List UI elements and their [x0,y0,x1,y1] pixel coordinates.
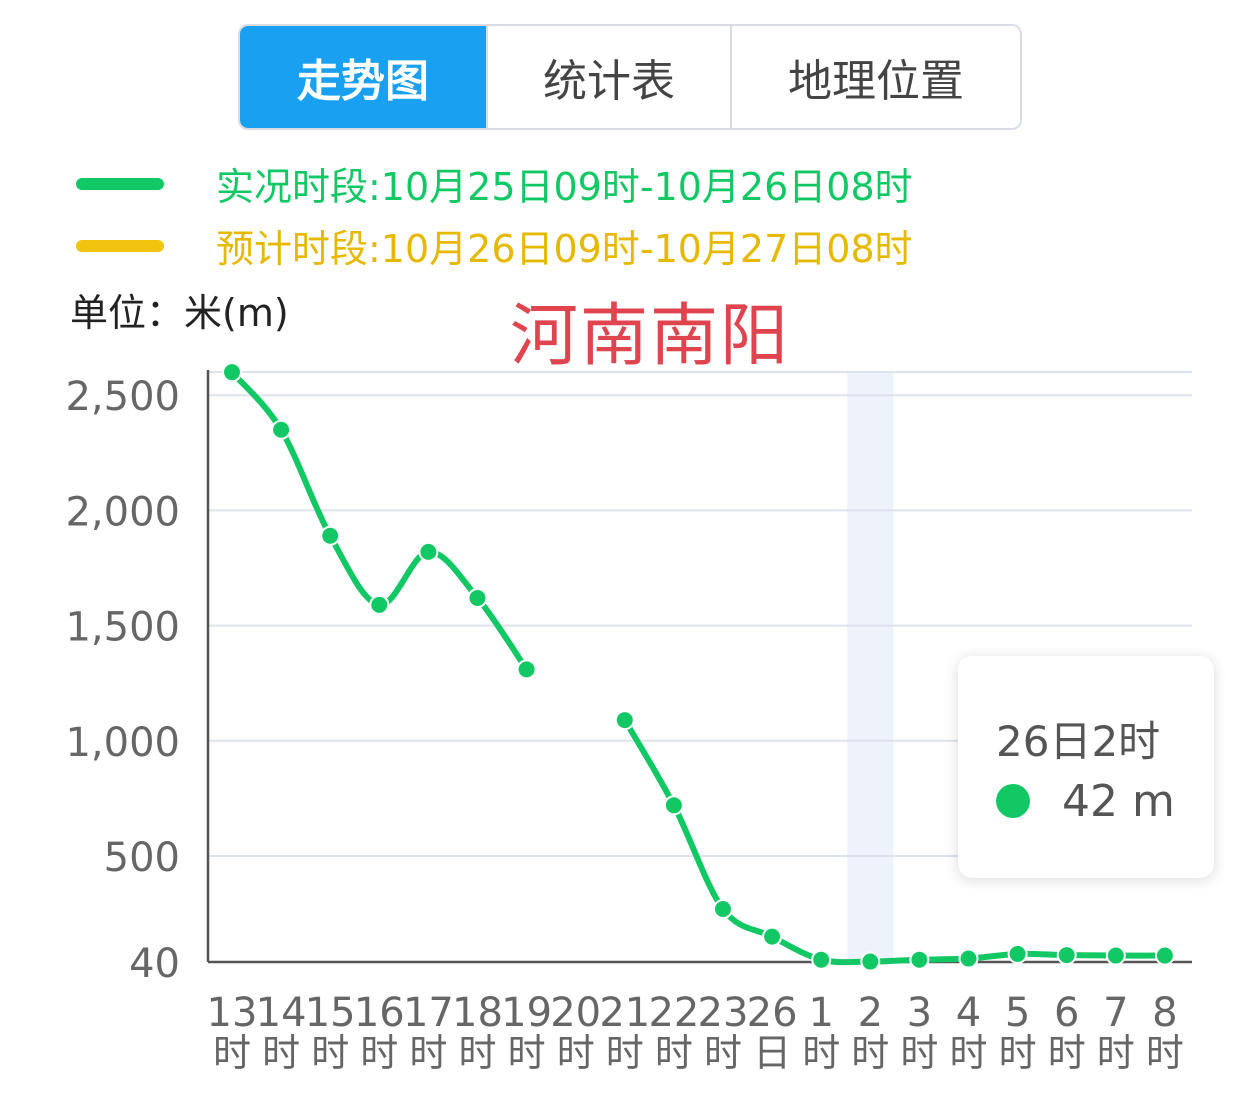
x-tick-label-unit: 时 [557,1031,595,1075]
tab-trend-chart[interactable]: 走势图 [240,26,486,128]
x-tick-label-unit: 时 [949,1031,987,1075]
x-tick-label-unit: 时 [802,1031,840,1075]
x-tick-label-unit: 时 [458,1031,496,1075]
x-tick-label: 8 [1152,990,1177,1036]
data-point [762,926,783,947]
x-tick-label: 4 [956,990,981,1036]
data-point [467,587,488,608]
x-tick-label: 26 [747,990,798,1036]
x-tick-label: 2 [858,990,883,1036]
y-tick-label: 2,500 [65,374,180,420]
x-tick-label: 20 [550,990,601,1036]
legend-observed-label: 实况时段:10月25日09时-10月26日08时 [216,165,913,209]
data-point [811,949,832,970]
x-tick-label: 7 [1103,990,1128,1036]
data-point [614,710,635,731]
data-point [320,525,341,546]
x-tick-label: 21 [599,990,650,1036]
data-point [860,951,881,972]
data-point [271,419,292,440]
data-point [369,594,390,615]
x-tick-label: 16 [354,990,405,1036]
data-point [418,541,439,562]
x-tick-label: 6 [1054,990,1079,1036]
observed-swatch [76,177,164,190]
legend-forecast-label: 预计时段:10月26日09时-10月27日08时 [216,227,913,271]
data-point [1154,945,1175,966]
x-tick-label: 14 [256,990,307,1036]
x-tick-label-unit: 时 [606,1031,644,1075]
forecast-swatch [76,239,164,252]
y-tick-label: 500 [104,835,180,881]
x-tick-label: 22 [648,990,699,1036]
x-tick-label: 13 [207,990,258,1036]
x-tick-label: 17 [403,990,454,1036]
chart-tooltip: 26日2时 42 m [958,656,1214,878]
x-tick-label: 5 [1005,990,1030,1036]
tooltip-value: 42 m [1062,776,1175,827]
x-tick-label-unit: 时 [311,1031,349,1075]
x-tick-label: 23 [698,990,749,1036]
data-point [1105,945,1126,966]
x-tick-label: 1 [808,990,833,1036]
tooltip-series-dot [996,784,1030,818]
x-tick-label-unit: 时 [508,1031,546,1075]
x-tick-label-unit: 时 [704,1031,742,1075]
x-tick-label-unit: 时 [999,1031,1037,1075]
unit-label: 单位：米(m) [70,291,289,335]
data-point [663,795,684,816]
view-tabs: 走势图 统计表 地理位置 [238,24,1022,130]
y-tick-label: 40 [129,941,180,987]
data-point [713,899,733,919]
city-title: 河南南阳 [510,297,791,376]
tooltip-title: 26日2时 [996,717,1161,766]
legend-forecast: 预计时段:10月26日09时-10月27日08时 [76,218,913,273]
data-point [1007,943,1028,964]
x-tick-label: 19 [501,990,552,1036]
x-tick-label-unit: 时 [1097,1031,1135,1075]
legend-observed: 实况时段:10月25日09时-10月26日08时 [76,156,913,211]
x-tick-label: 3 [907,990,932,1036]
x-tick-label: 15 [305,990,356,1036]
highlight-band [847,372,894,962]
data-point [222,362,242,383]
x-tick-label-unit: 时 [851,1031,889,1075]
x-tick-label-unit: 时 [213,1031,251,1075]
data-point [1056,945,1077,966]
data-point [958,948,979,969]
y-tick-label: 1,000 [65,720,180,766]
tab-statistics-table[interactable]: 统计表 [486,26,730,128]
x-tick-label-unit: 时 [1146,1031,1184,1075]
x-tick-label: 18 [452,990,503,1036]
tab-geo-location[interactable]: 地理位置 [730,26,1020,128]
data-point [909,949,930,970]
y-tick-label: 2,000 [65,489,180,535]
x-tick-label-unit: 日 [753,1031,791,1075]
x-tick-label-unit: 时 [1048,1031,1086,1075]
x-tick-label-unit: 时 [900,1031,938,1075]
x-tick-label-unit: 时 [262,1031,300,1075]
data-point [516,659,537,680]
y-tick-label: 1,500 [65,605,180,651]
x-tick-label-unit: 时 [655,1031,693,1075]
x-tick-label-unit: 时 [360,1031,398,1075]
x-tick-label-unit: 时 [409,1031,447,1075]
